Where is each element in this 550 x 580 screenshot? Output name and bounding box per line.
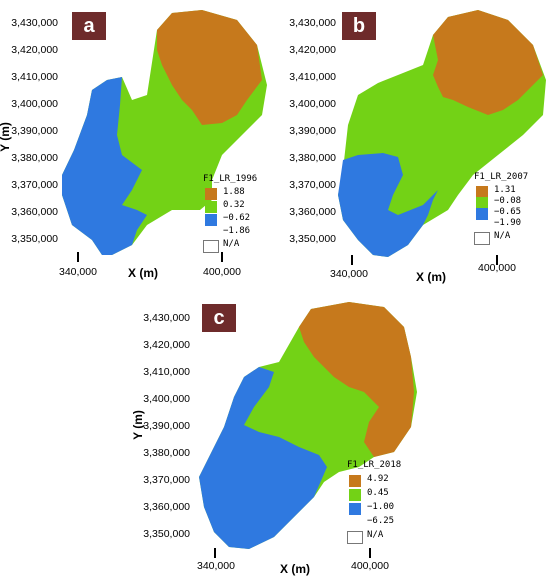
y-tick: 3,410,000 (289, 71, 336, 83)
y-tick: 3,380,000 (143, 447, 190, 459)
x-tick: 340,000 (330, 268, 368, 280)
legend-label: 1.88 (223, 187, 245, 197)
legend-swatch-orange (476, 186, 488, 198)
y-tick: 3,360,000 (143, 501, 190, 513)
x-tick: 340,000 (59, 266, 97, 278)
legend-title: F1_LR_2018 (347, 460, 402, 470)
y-tick: 3,350,000 (289, 233, 336, 245)
legend-swatch-green (349, 489, 361, 501)
map-a-svg (62, 10, 267, 255)
x-tick: 400,000 (478, 262, 516, 274)
x-tick: 340,000 (197, 560, 235, 572)
panel-a: a 3,430,000 3,420,000 3,410,000 3,400,00… (0, 0, 270, 285)
region-blue-c (199, 367, 327, 549)
legend-label: 1.31 (494, 185, 516, 195)
y-tick: 3,400,000 (143, 393, 190, 405)
legend-c: F1_LR_2018 4.92 0.45 −1.00 −6.25 N/A (347, 460, 427, 550)
y-tick: 3,400,000 (289, 98, 336, 110)
x-tick-mark (369, 548, 371, 558)
region-orange-c (299, 302, 414, 457)
legend-label: −0.62 (223, 213, 251, 223)
y-tick: 3,420,000 (289, 44, 336, 56)
x-tick-mark (221, 252, 223, 262)
region-blue-b (338, 153, 443, 257)
x-axis-title: X (m) (280, 562, 310, 576)
legend-swatch-na (347, 531, 363, 544)
legend-label-na: N/A (494, 231, 511, 241)
legend-label: 0.45 (367, 488, 389, 498)
x-tick-mark (77, 252, 79, 262)
x-tick: 400,000 (203, 266, 241, 278)
panel-label-c: c (202, 304, 236, 332)
legend-swatch-blue (349, 503, 361, 515)
y-tick: 3,370,000 (143, 474, 190, 486)
y-tick: 3,380,000 (11, 152, 58, 164)
map-c (199, 297, 424, 552)
y-tick: 3,350,000 (11, 233, 58, 245)
y-tick: 3,430,000 (11, 17, 58, 29)
legend-label: 4.92 (367, 474, 389, 484)
map-c-svg (199, 302, 417, 549)
y-tick: 3,350,000 (143, 528, 190, 540)
legend-label-na: N/A (223, 239, 240, 249)
x-tick: 400,000 (351, 560, 389, 572)
x-tick-mark (496, 255, 498, 265)
legend-label: 0.32 (223, 200, 245, 210)
map-b (338, 5, 548, 260)
panel-c: c 3,430,000 3,420,000 3,410,000 3,400,00… (131, 292, 435, 580)
legend-swatch-blue (205, 214, 217, 226)
region-orange-b (433, 10, 543, 115)
panel-label-b: b (342, 12, 376, 40)
y-tick: 3,410,000 (143, 366, 190, 378)
region-orange-a (157, 10, 262, 125)
legend-title: F1_LR_2007 (474, 172, 529, 182)
y-tick: 3,420,000 (143, 339, 190, 351)
y-tick: 3,390,000 (143, 420, 190, 432)
map-b-svg (338, 10, 546, 257)
y-tick: 3,370,000 (289, 179, 336, 191)
map-a (62, 5, 267, 257)
y-tick: 3,400,000 (11, 98, 58, 110)
legend-a: F1_LR_1996 1.88 0.32 −0.62 −1.86 N/A (203, 174, 268, 254)
y-tick: 3,410,000 (11, 71, 58, 83)
panel-label-a: a (72, 12, 106, 40)
panel-b: b 3,430,000 3,420,000 3,410,000 3,400,00… (278, 0, 550, 285)
legend-swatch-orange (349, 475, 361, 487)
legend-label: −1.00 (367, 502, 395, 512)
legend-swatch-green (476, 197, 488, 209)
legend-label: −0.08 (494, 196, 522, 206)
legend-swatch-blue (476, 208, 488, 220)
y-tick: 3,380,000 (289, 152, 336, 164)
legend-label: −6.25 (367, 516, 395, 526)
legend-label-na: N/A (367, 530, 384, 540)
y-tick: 3,360,000 (11, 206, 58, 218)
legend-label: −1.90 (494, 218, 522, 228)
y-tick: 3,390,000 (11, 125, 58, 137)
x-tick-mark (351, 255, 353, 265)
y-axis-title: Y (m) (0, 122, 12, 152)
legend-label: −0.65 (494, 207, 522, 217)
y-tick: 3,430,000 (143, 312, 190, 324)
y-tick: 3,420,000 (11, 44, 58, 56)
x-axis-title: X (m) (128, 266, 158, 280)
y-axis-title: Y (m) (130, 410, 145, 440)
legend-swatch-na (474, 232, 490, 245)
region-blue-a (62, 77, 147, 255)
y-tick: 3,390,000 (289, 125, 336, 137)
y-tick: 3,430,000 (289, 17, 336, 29)
legend-title: F1_LR_1996 (203, 174, 258, 184)
y-tick: 3,360,000 (289, 206, 336, 218)
legend-swatch-orange (205, 188, 217, 200)
legend-swatch-na (203, 240, 219, 253)
x-axis-title: X (m) (416, 270, 446, 284)
legend-swatch-green (205, 201, 217, 213)
x-tick-mark (214, 548, 216, 558)
legend-b: F1_LR_2007 1.31 −0.08 −0.65 −1.90 N/A (474, 172, 544, 252)
legend-label: −1.86 (223, 226, 251, 236)
y-tick: 3,370,000 (11, 179, 58, 191)
